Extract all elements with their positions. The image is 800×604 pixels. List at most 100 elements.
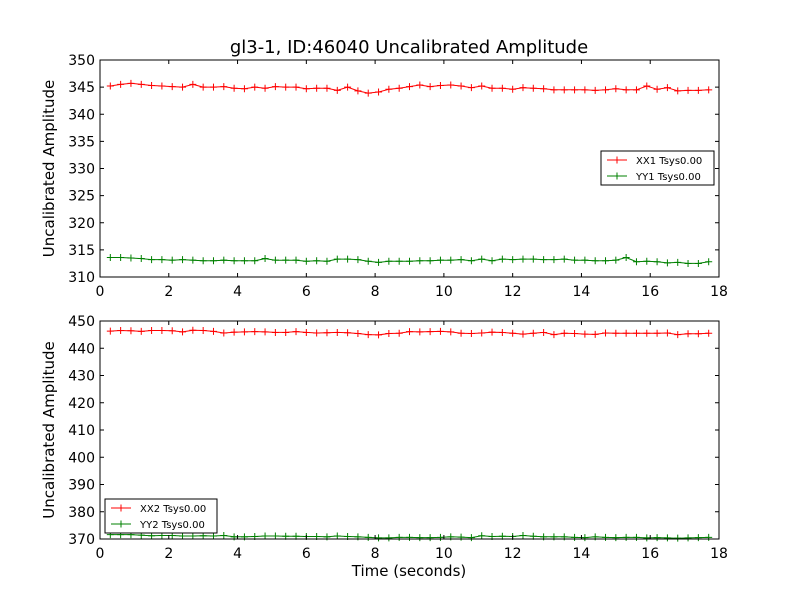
data-point [344,329,352,337]
data-point [117,327,125,335]
data-point [674,258,682,266]
data-point [106,82,114,90]
y-tick-label: 400 [68,450,95,466]
data-point [478,329,486,337]
data-point [653,534,661,542]
data-point [240,328,248,336]
data-point [519,255,527,263]
data-point [333,255,341,263]
data-point [148,327,156,335]
x-tick-label: 16 [641,284,659,300]
x-tick-label: 6 [302,284,311,300]
top-panel: 0 2 4 6 8 10 12 14 16 18 310 315 320 325 330 335 340 345 3… [40,53,728,300]
data-point [148,256,156,264]
data-point [436,81,444,89]
x-tick-label: 2 [164,546,173,562]
data-point [189,80,197,88]
bottom-panel: 0 2 4 6 8 10 12 14 16 18 370 380 390 400 410 420 430 440 4… [40,314,728,562]
data-point [261,255,269,263]
data-point [684,86,692,94]
y-tick-label: 350 [68,53,95,69]
y-tick-label: 315 [68,243,95,259]
data-point [663,259,671,267]
data-point [302,257,310,265]
y-tick-label: 345 [68,80,95,96]
data-point [612,534,620,542]
data-point [416,328,424,336]
data-point [519,531,527,539]
data-point [602,533,610,541]
y-tick-label: 330 [68,162,95,178]
legend: XX1 Tsys0.00 YY1 Tsys0.00 [600,150,715,186]
y-tick-label: 370 [68,532,95,548]
data-point [653,85,661,93]
data-point [529,84,537,92]
data-point [323,329,331,337]
data-point [467,330,475,338]
data-point [653,258,661,266]
data-point [168,256,176,264]
y-tick-label: 440 [68,341,95,357]
data-point [261,328,269,336]
legend-label: YY2 Tsys0.00 [139,520,205,531]
data-point [622,253,630,261]
data-point [375,331,383,339]
x-tick-label: 8 [371,546,380,562]
data-point [705,86,713,94]
data-point [550,256,558,264]
data-point [375,534,383,542]
data-point [643,534,651,542]
data-point [271,532,279,540]
data-point [199,327,207,335]
data-point [127,79,135,87]
data-point [602,329,610,337]
data-point [189,532,197,540]
data-point [416,257,424,265]
data-point [127,254,135,262]
data-point [602,86,610,94]
data-point [643,82,651,90]
series-1-group [106,79,713,97]
data-point [261,84,269,92]
data-point [550,331,558,339]
data-point [694,330,702,338]
data-point [313,329,321,337]
data-point [230,84,238,92]
data-point [457,329,465,337]
data-point [653,329,661,337]
data-point [158,82,166,90]
data-point [663,534,671,542]
data-point [220,83,228,91]
data-point [292,83,300,91]
data-point [684,330,692,338]
data-point [364,533,372,541]
data-point [571,256,579,264]
data-point [395,533,403,541]
data-point [364,89,372,97]
data-point [467,534,475,542]
data-point [591,257,599,265]
data-point [395,257,403,265]
data-point [344,83,352,91]
data-point [117,80,125,88]
data-point [529,255,537,263]
data-point [271,256,279,264]
data-point [498,328,506,336]
x-tick-label: 16 [641,546,659,562]
data-point [674,331,682,339]
data-point [137,327,145,335]
data-point [220,531,228,539]
data-point [560,329,568,337]
data-point [591,330,599,338]
data-point [581,534,589,542]
data-point [467,84,475,92]
data-point [385,534,393,542]
data-point [127,327,135,335]
data-point [179,256,187,264]
data-point [333,328,341,336]
data-point [302,328,310,336]
data-point [540,85,548,93]
data-point [199,257,207,265]
y-tick-label: 390 [68,478,95,494]
